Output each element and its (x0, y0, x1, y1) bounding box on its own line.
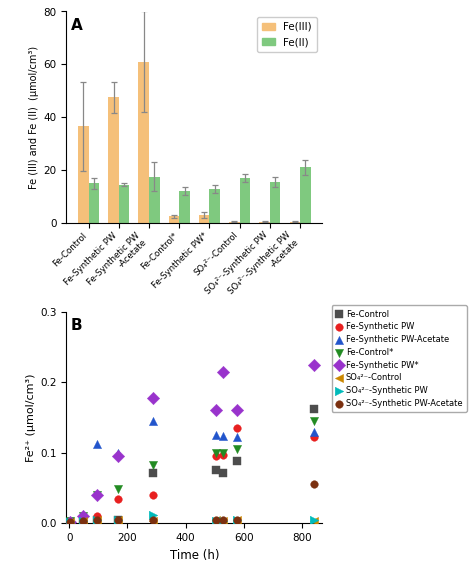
Point (114, 515, 122, 524)
Point (114, 516, 122, 525)
X-axis label: Time (h): Time (h) (170, 549, 219, 562)
Point (149, 461, 157, 470)
Point (80, 516, 87, 526)
Point (212, 448, 219, 457)
Point (93, 516, 101, 525)
Bar (138, 62, 149, 223)
Point (93, 490, 101, 500)
Point (66, 518, 74, 527)
Point (149, 516, 157, 525)
Bar (169, 216, 179, 223)
Point (80, 516, 87, 526)
Point (80, 516, 87, 526)
Text: B: B (71, 318, 82, 333)
Point (114, 516, 122, 525)
Point (212, 406, 219, 415)
Point (219, 448, 227, 457)
Bar (259, 221, 270, 223)
Point (212, 451, 219, 460)
Point (114, 494, 122, 503)
Point (114, 448, 122, 457)
Point (93, 512, 101, 521)
Bar (270, 182, 281, 223)
Point (114, 516, 122, 525)
Bar (300, 167, 310, 223)
Bar (78, 126, 89, 223)
Point (212, 516, 219, 525)
Point (93, 440, 101, 449)
Point (212, 431, 219, 440)
Bar (108, 97, 119, 223)
Point (233, 457, 241, 466)
Point (233, 516, 241, 525)
Bar (119, 185, 129, 223)
Point (80, 516, 87, 526)
Bar (199, 215, 210, 223)
Point (149, 469, 157, 478)
Point (66, 516, 74, 526)
Point (149, 490, 157, 500)
Y-axis label: Fe²⁺ (µmol/cm³): Fe²⁺ (µmol/cm³) (26, 373, 36, 462)
Point (219, 516, 227, 526)
Point (310, 515, 318, 524)
Point (219, 516, 227, 526)
Point (66, 518, 74, 527)
Point (310, 432, 318, 442)
Point (80, 516, 87, 526)
Point (212, 516, 219, 526)
Point (219, 516, 227, 525)
Bar (210, 189, 220, 223)
Point (212, 516, 219, 525)
Point (310, 416, 318, 426)
Point (219, 431, 227, 440)
Bar (229, 221, 240, 223)
Point (212, 466, 219, 475)
Y-axis label: Fe (III) and Fe (II)  (µmol/cm³): Fe (III) and Fe (II) (µmol/cm³) (29, 45, 39, 189)
Point (149, 516, 157, 526)
Point (233, 424, 241, 433)
Point (219, 450, 227, 459)
Point (149, 393, 157, 402)
Point (149, 510, 157, 519)
Point (219, 367, 227, 376)
Point (93, 516, 101, 525)
Point (310, 427, 318, 436)
Point (66, 518, 74, 527)
Bar (89, 183, 99, 223)
Point (93, 490, 101, 500)
Point (310, 404, 318, 413)
Point (219, 469, 227, 478)
Point (114, 485, 122, 494)
Point (233, 406, 241, 415)
Point (66, 518, 74, 527)
Point (233, 432, 241, 442)
Point (310, 480, 318, 489)
Legend: Fe(III), Fe(II): Fe(III), Fe(II) (257, 17, 317, 52)
Point (114, 452, 122, 461)
Point (80, 518, 87, 527)
Bar (240, 178, 250, 223)
Point (66, 518, 74, 527)
Point (149, 416, 157, 426)
Point (80, 512, 87, 521)
Bar (149, 177, 160, 223)
Point (93, 516, 101, 525)
Point (233, 516, 241, 525)
Point (93, 515, 101, 524)
Point (66, 518, 74, 527)
Bar (179, 191, 190, 223)
Text: A: A (71, 18, 83, 33)
Point (310, 360, 318, 369)
Bar (290, 221, 300, 223)
Point (80, 512, 87, 521)
Point (233, 516, 241, 525)
Legend: Fe-Control, Fe-Synthetic PW, Fe-Synthetic PW-Acetate, Fe-Control*, Fe-Synthetic : Fe-Control, Fe-Synthetic PW, Fe-Syntheti… (332, 305, 466, 412)
Point (66, 518, 74, 527)
Point (233, 444, 241, 454)
Point (310, 516, 318, 526)
